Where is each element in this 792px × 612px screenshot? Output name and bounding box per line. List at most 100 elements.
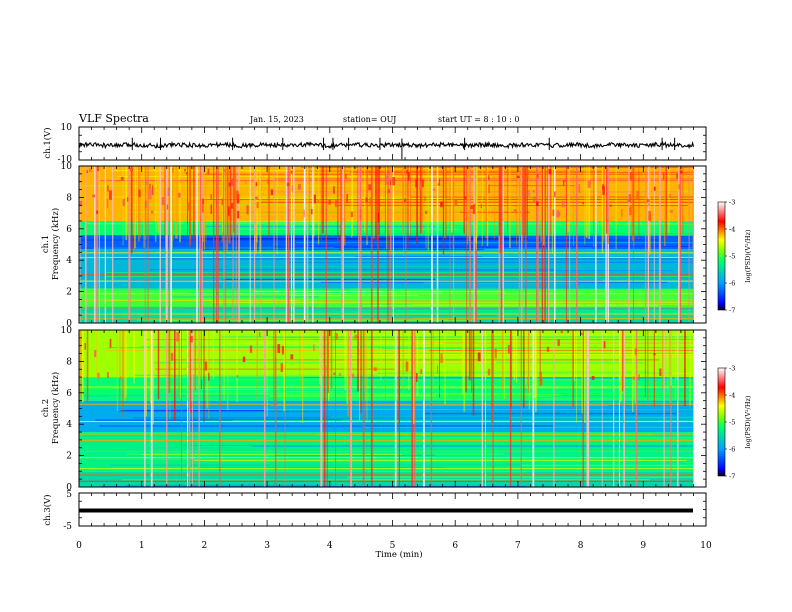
spectrogram-burst (674, 330, 677, 400)
spectrogram-hotspot (291, 185, 294, 192)
spectrogram-narrowband-line (79, 280, 694, 282)
spectrogram-striation (351, 479, 650, 481)
spectrogram-striation (101, 289, 529, 291)
spectrogram-hotspot (432, 188, 436, 191)
spectrogram-hotspot (354, 334, 357, 339)
spectrogram-striation (337, 205, 688, 206)
spectrogram-burst (584, 330, 586, 423)
spectrogram-hotspot (533, 197, 536, 202)
spectrogram-burst (653, 166, 655, 323)
spectrogram-hotspot (373, 367, 377, 372)
spectrogram-striation (303, 376, 694, 378)
spectrogram-burst (500, 166, 503, 323)
ch1_spec-ytick-label: 4 (66, 256, 72, 266)
spectrogram-burst (585, 166, 588, 238)
spectrogram-hotspot (653, 186, 656, 191)
spectrogram-hotspot (659, 368, 662, 377)
spectrogram-burst (254, 166, 256, 323)
ch2-spectrogram-panel: 0 2 4 6 8 10 ch.2 Frequency (kHz) (41, 326, 707, 493)
ch1-spectrogram-panel: 0 2 4 6 8 10 ch.1 Frequency (kHz) (41, 162, 707, 329)
spectrogram-burst (128, 166, 130, 323)
spectrogram-burst (276, 166, 278, 255)
spectrogram-hotspot (636, 191, 639, 200)
spectrogram-burst (359, 330, 361, 421)
spectrogram-burst (444, 166, 446, 238)
spectrogram-striation (317, 224, 694, 226)
spectrogram-hotspot (514, 209, 517, 212)
spectrogram-burst (268, 166, 270, 237)
spectrogram-hotspot (580, 332, 584, 336)
spectrogram-striation (238, 228, 460, 230)
spectrogram-burst (157, 330, 160, 400)
spectrogram-burst (501, 330, 504, 391)
spectrogram-hotspot (172, 167, 174, 173)
spectrogram-hotspot (421, 179, 424, 187)
spectrogram-striation (120, 410, 266, 411)
spectrogram-burst (81, 330, 84, 403)
spectrogram-narrowband-line (79, 480, 694, 482)
spectrogram-striation (198, 420, 694, 422)
spectrogram-striation (364, 426, 694, 428)
spectrogram-hotspot (207, 168, 210, 175)
spectrogram-striation (356, 356, 694, 358)
spectrogram-striation (205, 225, 436, 227)
spectrogram-burst (647, 166, 649, 323)
spectrogram-burst (266, 330, 268, 417)
spectrogram-striation (185, 307, 694, 309)
spectrogram-burst (188, 330, 191, 487)
spectrogram-burst (524, 166, 526, 237)
spectrogram-hotspot (228, 206, 230, 216)
spectrogram-striation (276, 454, 436, 456)
spectrogram-hotspot (94, 350, 97, 358)
spectrogram-hotspot (332, 186, 335, 194)
spectrogram-striation (102, 196, 564, 198)
spectrogram-burst (669, 330, 670, 403)
spectrogram-burst (226, 166, 228, 241)
spectrogram-burst (663, 330, 665, 487)
spectrogram-burst (466, 166, 468, 323)
spectrogram-burst (317, 166, 320, 245)
spectrogram-striation (367, 438, 694, 440)
spectrogram-hotspot (609, 204, 612, 207)
spectrogram-burst (198, 330, 200, 487)
spectrogram-striation (367, 471, 527, 473)
spectrogram-burst (236, 330, 238, 403)
spectrogram-burst (444, 330, 446, 405)
spectrogram-burst (416, 330, 419, 396)
spectrogram-burst (174, 330, 176, 421)
spectrogram-striation (426, 402, 694, 404)
spectrogram-burst (647, 330, 649, 401)
spectrogram-narrowband-line (79, 403, 694, 405)
spectrogram-hotspot (166, 204, 169, 210)
spectrogram-hotspot (106, 198, 109, 209)
xtick-label: 2 (202, 541, 208, 551)
spectrogram-burst (565, 166, 567, 323)
spectrogram-burst (633, 166, 634, 323)
spectrogram-burst (575, 166, 578, 323)
spectrogram-hotspot (322, 184, 324, 194)
spectrogram-burst (216, 166, 218, 323)
spectrogram-burst (644, 330, 646, 398)
spectrogram-burst (409, 166, 411, 236)
spectrogram-hotspot (556, 210, 560, 218)
spectrogram-burst (581, 330, 583, 414)
spectrogram-striation (168, 296, 319, 298)
spectrogram-burst (118, 330, 121, 378)
ch1-waveform-line (78, 140, 695, 150)
spectrogram-burst (166, 330, 168, 487)
spectrogram-hotspot (386, 174, 389, 177)
spectrogram-burst (351, 166, 353, 238)
spectrogram-burst (452, 166, 455, 249)
spectrogram-burst (634, 330, 637, 404)
spectrogram-striation (95, 419, 342, 421)
xtick-label: 6 (452, 541, 458, 551)
spectrogram-burst (384, 330, 386, 402)
spectrogram-burst (665, 166, 667, 239)
spectrogram-hotspot (632, 376, 635, 380)
spectrogram-hotspot (546, 346, 550, 352)
spectrogram-hotspot (562, 180, 565, 186)
spectrogram-burst (312, 166, 314, 323)
spectrogram-burst (263, 330, 266, 487)
spectrogram-striation (101, 485, 526, 487)
spectrogram-burst (468, 330, 471, 381)
